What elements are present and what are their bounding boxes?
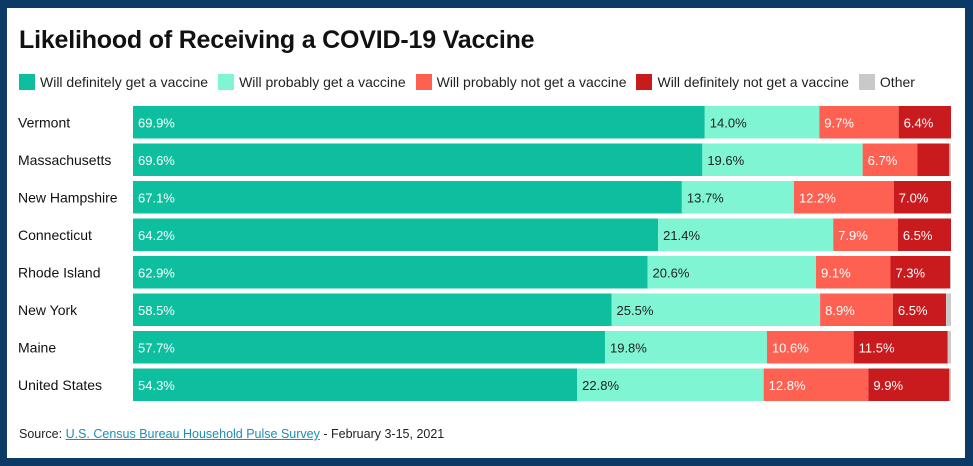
data-label: 7.0% [899,190,929,205]
source-suffix: - February 3-15, 2021 [319,427,445,441]
category-label: Connecticut [18,227,92,243]
legend-swatch [19,74,35,90]
bar-segment-definitely [133,181,682,214]
data-label: 6.4% [904,115,934,130]
legend-item-definitely-not: Will definitely not get a vaccine [636,74,849,90]
bar-segment-probably [604,331,767,364]
bar-segment-definitely-not [890,256,951,289]
bar-segment-definitely-not [853,331,948,364]
category-label: Vermont [18,114,70,130]
legend-label: Will probably not get a vaccine [436,74,627,90]
data-label: 67.1% [138,190,175,205]
category-label: Rhode Island [18,264,101,280]
data-label: 64.2% [138,228,175,243]
bar-segment-probably-not [833,218,898,251]
source-prefix: Source: [19,427,66,441]
bar-segment-definitely [133,293,612,326]
data-label: 12.2% [799,190,836,205]
bar-segment-definitely-not [892,293,947,326]
bar-segment-probably-not [862,143,918,176]
data-label: 58.5% [138,303,175,318]
category-label: United States [18,377,102,393]
bar-segment-probably-not [763,368,869,401]
data-label: 7.3% [895,265,925,280]
data-label: 20.6% [653,265,690,280]
legend-label: Other [879,74,915,90]
bar-segment-definitely-not [897,218,951,251]
bar-segment-probably [704,106,820,139]
data-label: 54.3% [138,378,175,393]
data-label: 7.9% [838,228,868,243]
stacked-bar-chart: Vermont 69.9% 14.0% 9.7% 6.4% Massachusetts 69… [18,106,951,401]
bar-segment-other [946,293,951,326]
legend-label: Will probably get a vaccine [239,74,406,90]
data-label: 12.8% [769,378,806,393]
data-label: 6.5% [898,303,928,318]
bar-segment-definitely [133,218,659,251]
bar-segment-probably [702,143,863,176]
legend-swatch [636,74,653,90]
category-label: Maine [18,339,56,355]
legend-swatch [218,74,235,90]
bar-segment-other [949,368,951,401]
legend-swatch [858,74,875,90]
bar-segment-probably-not [816,256,891,289]
legend-item-definitely: Will definitely get a vaccine [19,74,208,90]
data-label: 11.5% [859,340,895,355]
data-label: 6.7% [868,153,898,168]
bar-segment-other [950,256,951,289]
data-label: 21.4% [663,228,700,243]
bar-segment-probably [647,256,817,289]
bar-segment-definitely [133,143,703,176]
legend-label: Will definitely get a vaccine [40,74,209,90]
category-label: New York [18,302,78,318]
legend-item-probably-not: Will probably not get a vaccine [415,74,627,90]
bar-segment-definitely-not [917,143,950,176]
bar-segment-other [949,143,951,176]
bar-segment-probably-not [793,181,894,214]
bar-segment-definitely [133,256,648,289]
legend-item-probably: Will probably get a vaccine [218,74,406,90]
bar-segment-definitely [133,106,705,139]
bar-segment-probably [681,181,794,214]
source-note: Source: U.S. Census Bureau Household Pul… [19,427,444,441]
legend-swatch [415,74,432,90]
data-label: 25.5% [617,303,654,318]
data-label: 9.7% [824,115,854,130]
source-link[interactable]: U.S. Census Bureau Household Pulse Surve… [65,427,320,441]
category-label: Massachusetts [18,152,111,168]
data-label: 14.0% [710,115,747,130]
bar-segment-definitely-not [898,106,951,139]
data-label: 69.6% [138,153,175,168]
bar-segment-probably [577,368,764,401]
data-label: 6.5% [903,228,933,243]
bar-segment-probably [658,218,834,251]
data-label: 62.9% [138,265,175,280]
data-label: 69.9% [138,115,175,130]
data-label: 19.8% [610,340,647,355]
data-label: 19.6% [707,153,744,168]
data-label: 22.8% [582,378,619,393]
data-label: 13.7% [687,190,724,205]
bar-segment-definitely-not [893,181,951,214]
chart-card: Likelihood of Receiving a COVID-19 Vacci… [7,8,965,458]
bar-segment-definitely-not [868,368,950,401]
data-label: 57.7% [138,340,175,355]
category-label: New Hampshire [18,189,118,205]
data-label: 8.9% [825,303,855,318]
bar-segment-probably-not [766,331,854,364]
bar-segment-other [947,331,951,364]
bar-segment-definitely [133,331,605,364]
chart-title: Likelihood of Receiving a COVID-19 Vacci… [19,26,535,54]
bar-segment-probably-not [819,106,899,139]
bar-segment-probably-not [820,293,893,326]
data-label: 10.6% [772,340,809,355]
data-label: 9.9% [873,378,903,393]
legend-item-other: Other [858,74,915,90]
bar-segment-probably [611,293,821,326]
data-label: 9.1% [821,265,851,280]
legend-label: Will definitely not get a vaccine [657,74,849,90]
chart-legend: Will definitely get a vaccine Will proba… [19,72,925,92]
bar-segment-definitely [133,368,578,401]
